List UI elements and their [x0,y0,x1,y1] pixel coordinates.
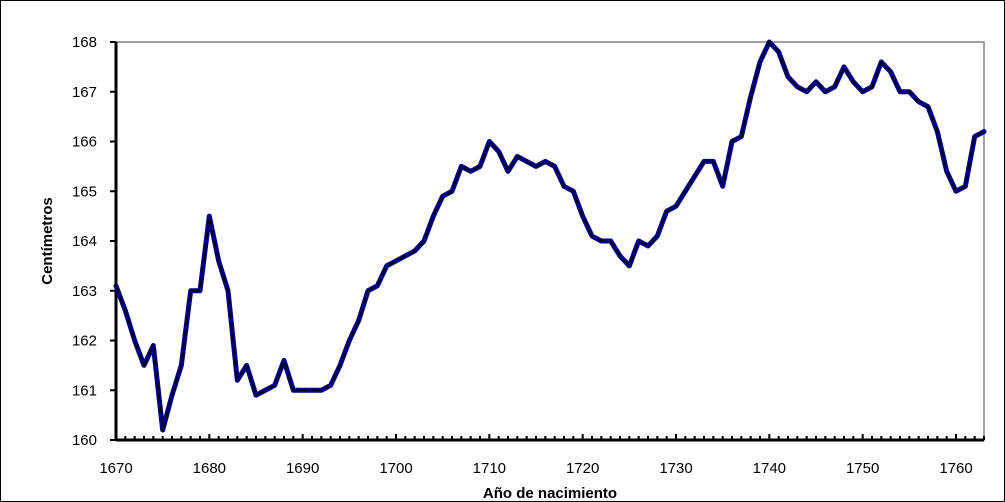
x-tick-label: 1720 [566,460,599,477]
x-tick-label: 1710 [473,460,506,477]
y-axis-title: Centímetros [39,197,56,285]
x-tick-label: 1740 [753,460,786,477]
x-tick-label: 1730 [659,460,692,477]
x-tick-label: 1680 [193,460,226,477]
y-tick-label: 163 [72,283,97,300]
x-tick-label: 1690 [286,460,319,477]
y-tick-label: 166 [72,134,97,151]
y-tick-label: 161 [72,382,97,399]
x-axis-title: Año de nacimiento [483,485,617,502]
x-tick-label: 1750 [846,460,879,477]
y-tick-label: 160 [72,432,97,449]
y-tick-label: 164 [72,233,97,250]
tick-labels: 1670 1680 1690 1700 1710 1720 1730 1740 1750 1760… [72,34,973,477]
x-tick-label: 1760 [939,460,972,477]
series-line-dash [115,41,985,431]
x-tick-label: 1670 [99,460,132,477]
y-tick-label: 165 [72,183,97,200]
plot-area [115,41,985,441]
x-tick-label: 1700 [379,460,412,477]
y-tick-label: 168 [72,34,97,51]
series-group [113,39,987,433]
y-tick-label: 162 [72,333,97,350]
y-tick-label: 167 [72,84,97,101]
